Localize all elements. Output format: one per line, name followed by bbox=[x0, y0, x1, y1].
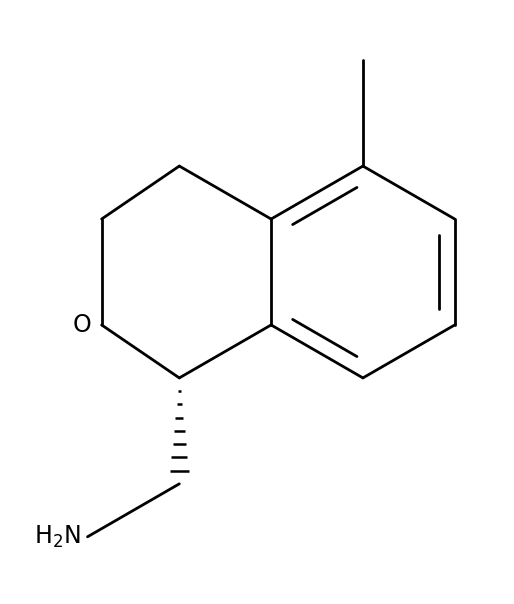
Text: O: O bbox=[72, 313, 91, 337]
Text: H$_2$N: H$_2$N bbox=[34, 524, 81, 550]
